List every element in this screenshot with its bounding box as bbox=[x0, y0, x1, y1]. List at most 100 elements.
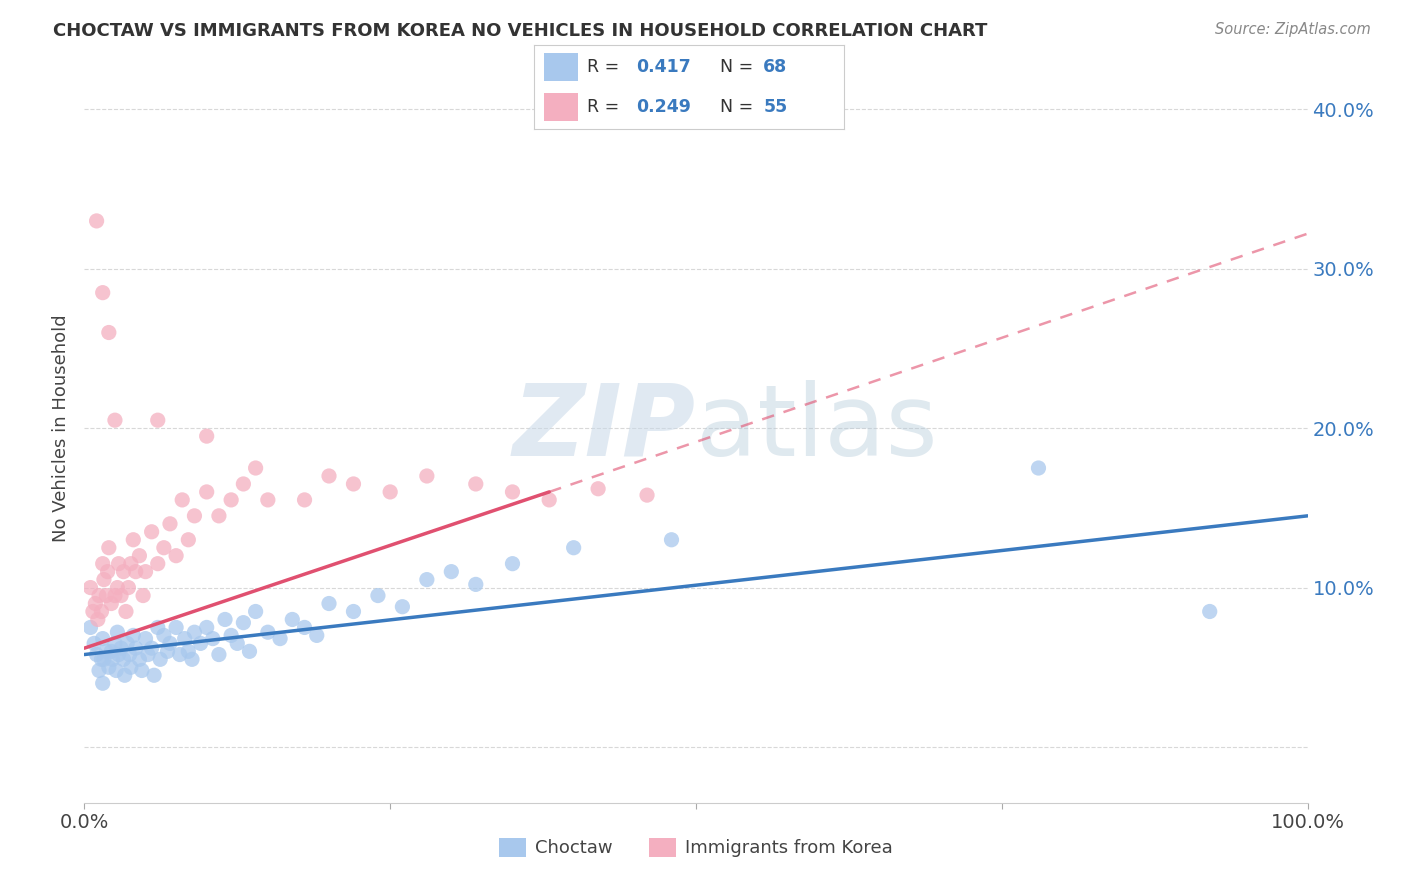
Point bbox=[90, 605, 112, 619]
Point bbox=[141, 641, 163, 656]
Point bbox=[586, 482, 609, 496]
Point bbox=[201, 632, 224, 646]
Point bbox=[136, 648, 159, 662]
Point bbox=[169, 648, 191, 662]
Point bbox=[464, 577, 486, 591]
Text: ZIP: ZIP bbox=[513, 380, 696, 476]
Point bbox=[131, 664, 153, 678]
Point bbox=[502, 557, 524, 571]
Text: N =: N = bbox=[720, 98, 759, 116]
Point bbox=[156, 644, 179, 658]
Point bbox=[391, 599, 413, 614]
Point bbox=[97, 541, 120, 555]
Point bbox=[257, 492, 280, 507]
Point bbox=[141, 524, 163, 539]
Text: 0.249: 0.249 bbox=[637, 98, 692, 116]
Point bbox=[104, 589, 127, 603]
Point bbox=[318, 469, 340, 483]
Text: Source: ZipAtlas.com: Source: ZipAtlas.com bbox=[1215, 22, 1371, 37]
Point bbox=[562, 541, 585, 555]
Point bbox=[1198, 605, 1220, 619]
Point bbox=[636, 488, 658, 502]
Point bbox=[342, 605, 364, 619]
Point bbox=[100, 597, 122, 611]
Point bbox=[1028, 461, 1050, 475]
Point bbox=[91, 632, 114, 646]
Point bbox=[122, 533, 145, 547]
Point bbox=[177, 533, 200, 547]
Point bbox=[83, 636, 105, 650]
Text: CHOCTAW VS IMMIGRANTS FROM KOREA NO VEHICLES IN HOUSEHOLD CORRELATION CHART: CHOCTAW VS IMMIGRANTS FROM KOREA NO VEHI… bbox=[53, 22, 988, 40]
Point bbox=[79, 620, 101, 634]
Point bbox=[118, 648, 141, 662]
Point bbox=[90, 652, 112, 666]
Point bbox=[93, 573, 115, 587]
Point bbox=[208, 508, 231, 523]
Point bbox=[165, 549, 187, 563]
Point bbox=[219, 492, 242, 507]
Point bbox=[219, 628, 242, 642]
Point bbox=[153, 541, 176, 555]
Point bbox=[128, 652, 150, 666]
Point bbox=[101, 652, 124, 666]
Point bbox=[82, 605, 104, 619]
Point bbox=[177, 644, 200, 658]
Point bbox=[87, 612, 110, 626]
Y-axis label: No Vehicles in Household: No Vehicles in Household bbox=[52, 314, 70, 542]
Point bbox=[104, 413, 127, 427]
Point bbox=[110, 589, 132, 603]
Point bbox=[107, 557, 129, 571]
Point bbox=[122, 628, 145, 642]
Point bbox=[238, 644, 260, 658]
Text: N =: N = bbox=[720, 58, 759, 76]
Point bbox=[149, 652, 172, 666]
Point bbox=[538, 492, 561, 507]
Point bbox=[107, 648, 129, 662]
Point bbox=[114, 668, 136, 682]
Point bbox=[125, 565, 148, 579]
Point bbox=[115, 636, 138, 650]
Point bbox=[195, 429, 218, 443]
Point bbox=[440, 565, 463, 579]
Point bbox=[318, 597, 340, 611]
Point bbox=[97, 565, 120, 579]
Text: R =: R = bbox=[586, 98, 624, 116]
Point bbox=[172, 492, 194, 507]
Point bbox=[86, 648, 108, 662]
Point bbox=[97, 660, 120, 674]
Point bbox=[342, 477, 364, 491]
Point bbox=[257, 625, 280, 640]
Point bbox=[183, 508, 205, 523]
Point bbox=[367, 589, 389, 603]
Point bbox=[232, 477, 254, 491]
Point bbox=[165, 620, 187, 634]
Point bbox=[146, 557, 169, 571]
Legend: Choctaw, Immigrants from Korea: Choctaw, Immigrants from Korea bbox=[499, 838, 893, 857]
Point bbox=[232, 615, 254, 630]
Point bbox=[105, 664, 128, 678]
Point bbox=[226, 636, 249, 650]
Point bbox=[173, 632, 195, 646]
Point bbox=[153, 628, 176, 642]
Point bbox=[181, 652, 204, 666]
Point bbox=[96, 644, 118, 658]
Point bbox=[305, 628, 328, 642]
Point bbox=[502, 484, 524, 499]
Point bbox=[159, 516, 181, 531]
Point bbox=[281, 612, 304, 626]
Point bbox=[110, 641, 132, 656]
Point bbox=[195, 484, 218, 499]
Point bbox=[143, 668, 166, 682]
Point bbox=[269, 632, 291, 646]
Point bbox=[214, 612, 236, 626]
Point bbox=[380, 484, 402, 499]
Point bbox=[146, 413, 169, 427]
Point bbox=[135, 565, 157, 579]
Text: 0.417: 0.417 bbox=[637, 58, 692, 76]
Point bbox=[190, 636, 212, 650]
Point bbox=[120, 660, 142, 674]
Bar bbox=[544, 93, 578, 120]
Point bbox=[112, 652, 135, 666]
Point bbox=[159, 636, 181, 650]
Point bbox=[416, 573, 439, 587]
